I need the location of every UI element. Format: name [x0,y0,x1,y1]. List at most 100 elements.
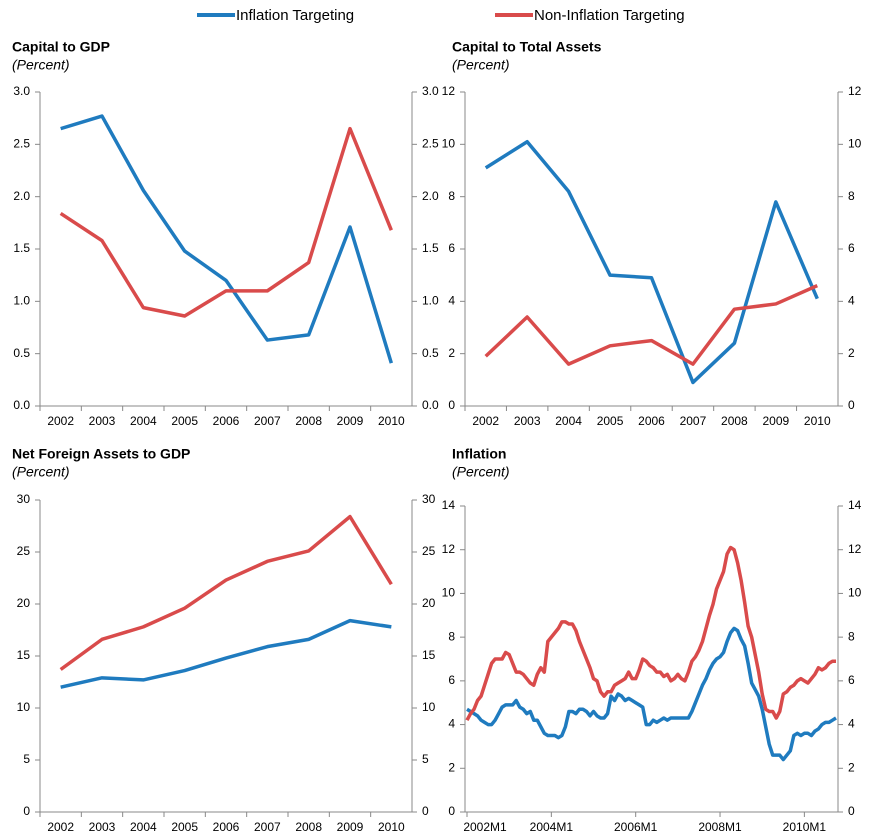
y-tick-label: 0 [448,804,455,818]
y-tick-label: 0 [448,398,455,412]
x-tick-label: 2008 [721,414,748,428]
y-tick-label: 12 [442,84,456,98]
y2-tick-label: 0 [422,804,429,818]
y2-tick-label: 15 [422,648,436,662]
y-tick-label: 2 [448,346,455,360]
x-tick-label: 2006M1 [614,820,658,834]
y2-tick-label: 0 [848,804,855,818]
y2-tick-label: 0 [848,398,855,412]
x-tick-label: 2005 [171,820,198,834]
y-tick-label: 20 [17,596,31,610]
y2-tick-label: 5 [422,752,429,766]
y-tick-label: 5 [23,752,30,766]
series-line [484,284,818,366]
x-tick-label: 2008 [295,820,322,834]
x-tick-label: 2006 [213,820,240,834]
x-tick-label: 2004M1 [530,820,574,834]
y2-tick-label: 3.0 [422,84,439,98]
y-tick-label: 4 [448,717,455,731]
chart-title: Capital to GDP [12,39,110,55]
y-tick-label: 4 [448,294,455,308]
x-tick-label: 2003 [89,414,116,428]
y2-tick-label: 0.5 [422,346,439,360]
chart-subtitle: (Percent) [452,57,510,73]
chart-subtitle: (Percent) [12,464,70,480]
y2-tick-label: 4 [848,294,855,308]
y2-tick-label: 2 [848,346,855,360]
y-tick-label: 0 [23,804,30,818]
chart-title: Inflation [452,446,506,462]
series-line [466,626,837,762]
x-tick-label: 2005 [597,414,624,428]
x-tick-label: 2004 [130,820,157,834]
y-tick-label: 8 [448,629,455,643]
x-tick-label: 2009 [337,414,364,428]
y-tick-label: 6 [448,241,455,255]
series-line [60,618,392,689]
y-tick-label: 3.0 [13,84,30,98]
y-tick-label: 1.5 [13,241,30,255]
x-tick-label: 2008 [295,414,322,428]
y2-tick-label: 10 [848,586,862,600]
chart-title: Capital to Total Assets [452,39,602,55]
series-line [59,126,393,318]
y-tick-label: 0.5 [13,346,30,360]
y-tick-label: 25 [17,544,31,558]
x-tick-label: 2008M1 [698,820,742,834]
y2-tick-label: 1.0 [422,294,439,308]
x-tick-label: 2007 [680,414,707,428]
chart-title: Net Foreign Assets to GDP [12,446,190,462]
series-line [60,114,394,364]
y2-tick-label: 12 [848,84,862,98]
y2-tick-label: 6 [848,241,855,255]
x-tick-label: 2002 [472,414,499,428]
y-tick-label: 14 [442,498,456,512]
chart-subtitle: (Percent) [452,464,510,480]
y-tick-label: 2.0 [13,189,30,203]
legend-label: Inflation Targeting [236,7,354,24]
x-tick-label: 2007 [254,414,281,428]
x-tick-label: 2010 [378,820,405,834]
y2-tick-label: 8 [848,629,855,643]
y2-tick-label: 2 [848,760,855,774]
x-tick-label: 2004 [555,414,582,428]
y-tick-label: 8 [448,189,455,203]
y2-tick-label: 8 [848,189,855,203]
x-tick-label: 2005 [171,414,198,428]
y2-tick-label: 12 [848,542,862,556]
x-tick-label: 2010 [804,414,831,428]
y-tick-label: 0.0 [13,398,30,412]
y-tick-label: 30 [17,492,31,506]
y2-tick-label: 6 [848,673,855,687]
y-tick-label: 6 [448,673,455,687]
x-tick-label: 2009 [337,820,364,834]
y-tick-label: 2.5 [13,137,30,151]
series-line [59,514,393,671]
y2-tick-label: 0.0 [422,398,439,412]
legend-label: Non-Inflation Targeting [534,7,685,24]
x-tick-label: 2002 [47,414,74,428]
x-tick-label: 2002M1 [463,820,507,834]
x-tick-label: 2009 [762,414,789,428]
x-tick-label: 2007 [254,820,281,834]
y-tick-label: 12 [442,542,456,556]
x-tick-label: 2004 [130,414,157,428]
y2-tick-label: 2.0 [422,189,439,203]
x-tick-label: 2010M1 [783,820,827,834]
y-tick-label: 15 [17,648,31,662]
x-tick-label: 2002 [47,820,74,834]
chart-subtitle: (Percent) [12,57,70,73]
y2-tick-label: 30 [422,492,436,506]
y2-tick-label: 25 [422,544,436,558]
x-tick-label: 2006 [638,414,665,428]
y2-tick-label: 2.5 [422,137,439,151]
y2-tick-label: 10 [422,700,436,714]
y-tick-label: 2 [448,760,455,774]
y2-tick-label: 14 [848,498,862,512]
x-tick-label: 2003 [514,414,541,428]
series-line [484,139,819,385]
y-tick-label: 10 [17,700,31,714]
x-tick-label: 2006 [213,414,240,428]
y-tick-label: 10 [442,586,456,600]
